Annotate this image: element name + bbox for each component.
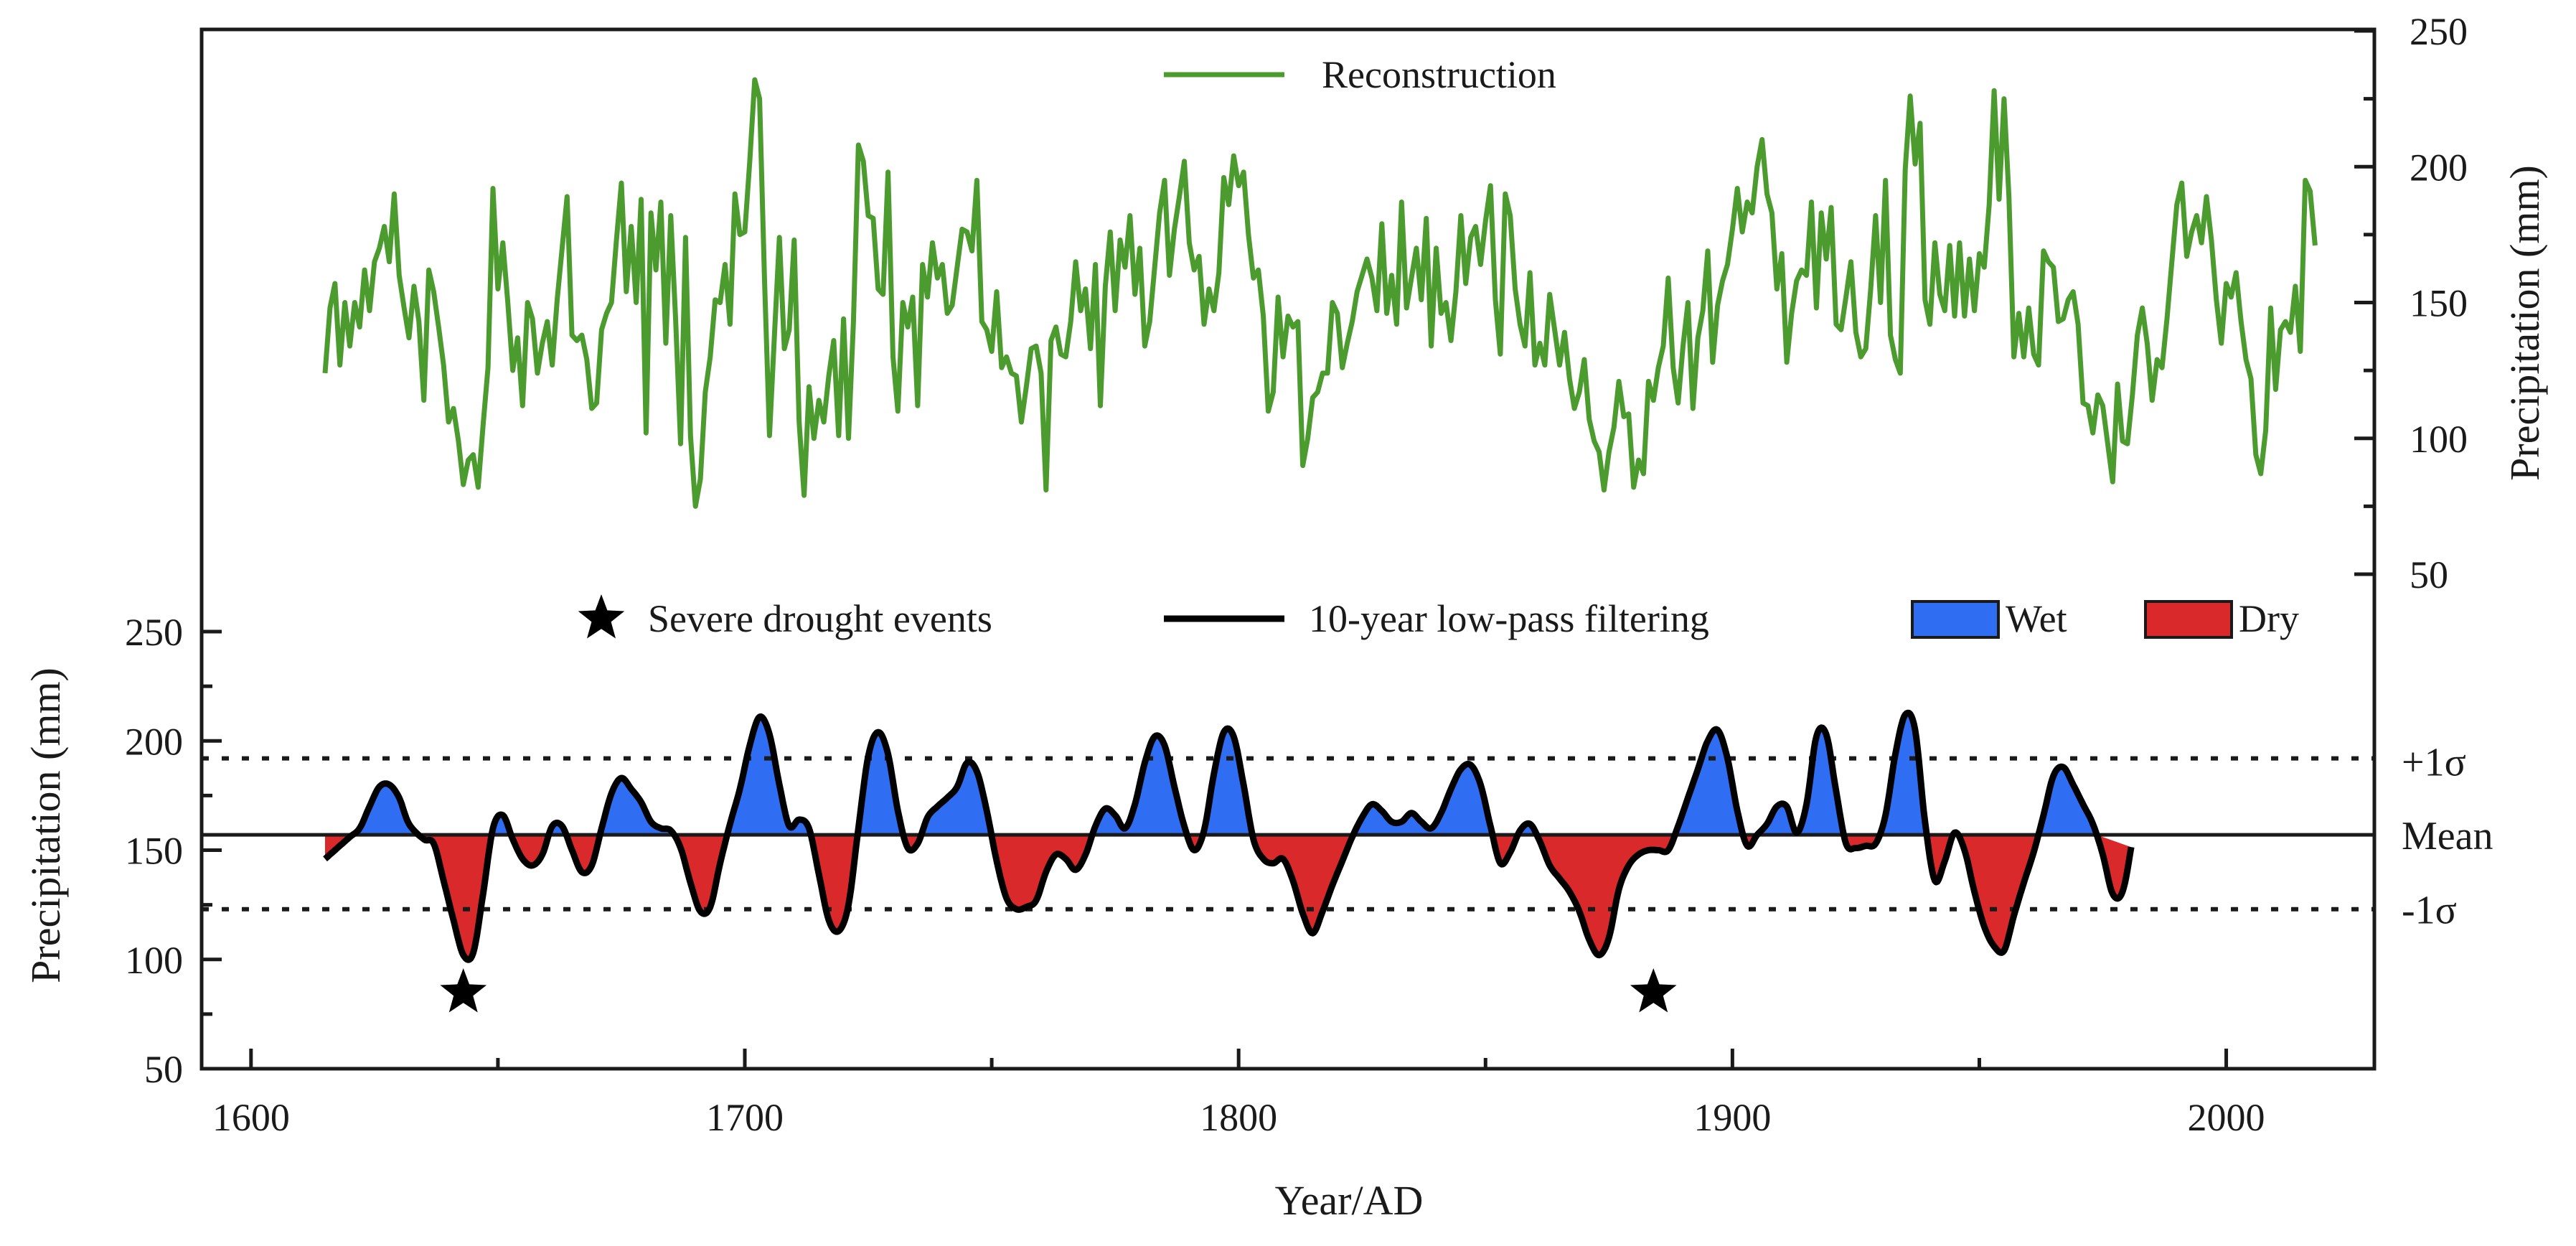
top-y-tick-label: 200 (2410, 146, 2468, 189)
legend-wet-swatch (1911, 600, 2000, 639)
low-pass-filter-line (322, 709, 2135, 963)
drought-event-markers (440, 968, 1677, 1013)
wet-fill-area (1203, 729, 1253, 835)
legend-dry-label: Dry (2239, 597, 2299, 640)
bottom-y-tick-label: 100 (125, 939, 183, 982)
dry-fill-area (674, 835, 728, 914)
top-y-tick-label: 50 (2410, 553, 2448, 596)
x-tick-label: 1800 (1200, 1096, 1277, 1139)
x-axis: 1600 1700 1800 1900 2000 (212, 1049, 2265, 1139)
top-legend-label: Reconstruction (1322, 53, 1556, 96)
x-axis-title: Year/AD (1275, 1177, 1424, 1224)
wet-fill-area (727, 716, 812, 835)
wet-fill-area (921, 762, 992, 835)
minus-sigma-label: -1σ (2402, 889, 2457, 933)
mean-label: Mean (2402, 814, 2493, 858)
bottom-y-tick-label: 250 (125, 611, 183, 654)
wet-fill-area (352, 783, 419, 835)
dry-fill-area (418, 835, 492, 960)
top-y-tick-label: 100 (2410, 418, 2468, 461)
top-y-tick-label: 150 (2410, 282, 2468, 325)
bottom-legend: Severe drought events 10-year low-pass f… (578, 594, 2299, 640)
drought-star-icon (1630, 968, 1677, 1013)
dry-fill-area (991, 835, 1093, 910)
x-tick-label: 1700 (706, 1096, 784, 1139)
legend-wet-label: Wet (2006, 597, 2067, 640)
legend-drought-label: Severe drought events (648, 597, 992, 640)
x-tick-label: 1900 (1693, 1096, 1771, 1139)
x-tick-label: 2000 (2188, 1096, 2265, 1139)
dry-fill-area (325, 835, 353, 859)
wet-fill-area (600, 778, 674, 835)
legend-dry-swatch (2144, 600, 2233, 639)
bottom-y-axis: 50 100 150 200 250 (125, 611, 222, 1091)
plus-sigma-label: +1σ (2402, 741, 2466, 785)
legend-filter-label: 10-year low-pass filtering (1309, 597, 1709, 640)
bottom-y-axis-title: Precipitation (mm) (22, 668, 69, 983)
bottom-y-tick-label: 50 (144, 1048, 183, 1091)
top-y-axis: 50 100 150 200 250 (2354, 10, 2468, 596)
bottom-y-tick-label: 150 (125, 830, 183, 873)
bottom-panel: 50 100 150 200 250 Precipitation (mm) +1σ Me… (22, 594, 2493, 1091)
legend-star-icon (578, 594, 625, 639)
reconstruction-line (322, 77, 2318, 509)
top-y-tick-label: 250 (2410, 10, 2468, 53)
plot-frame (199, 27, 2377, 1071)
bottom-y-tick-label: 200 (125, 720, 183, 763)
dry-fill-area (1536, 835, 1675, 955)
drought-star-icon (440, 968, 487, 1013)
dry-fill-area (1958, 835, 2039, 953)
x-tick-label: 1600 (212, 1096, 290, 1139)
top-panel: 50 100 150 200 250 Precipitation (mm) Recons… (322, 10, 2548, 596)
top-y-axis-title: Precipitation (mm) (2501, 165, 2548, 481)
